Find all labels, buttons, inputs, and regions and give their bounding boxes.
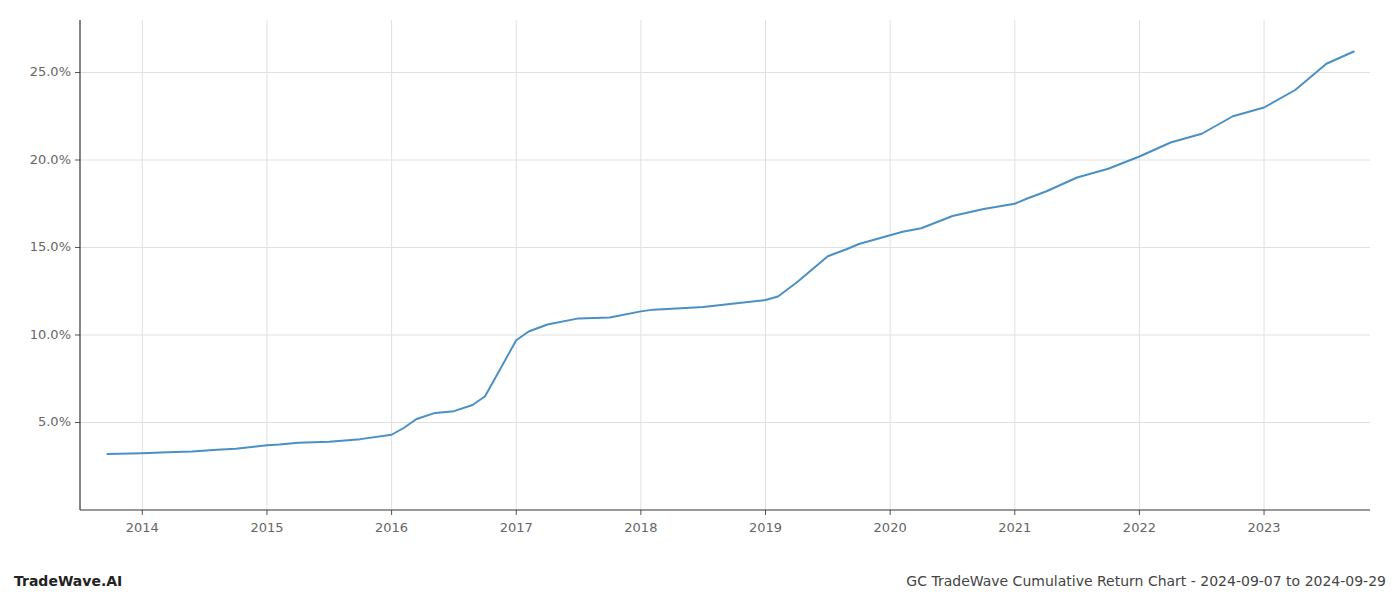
grid-line-x	[516, 20, 517, 510]
grid-line-x	[1264, 20, 1265, 510]
x-tick-label: 2017	[500, 520, 533, 535]
x-tick	[391, 510, 392, 515]
x-tick	[1014, 510, 1015, 515]
x-tick-label: 2023	[1248, 520, 1281, 535]
chart: 5.0% 10.0% 15.0% 20.0% 25.0% 2014 2015 2016 2017…	[0, 0, 1400, 600]
x-tick	[142, 510, 143, 515]
x-tick-label: 2020	[874, 520, 907, 535]
title: GC TradeWave Cumulative Return Chart - 2…	[906, 573, 1386, 589]
grid-line-x	[890, 20, 891, 510]
grid-line-x	[1014, 20, 1015, 510]
y-tick-label: 15.0%	[30, 239, 71, 254]
x-tick-label: 2016	[375, 520, 408, 535]
plot-area	[107, 52, 1353, 455]
y-tick	[75, 247, 80, 248]
annotation: TradeWave.AI	[14, 573, 122, 589]
y-axis-line	[79, 20, 80, 510]
line	[107, 52, 1353, 455]
x-tick-label: 2018	[624, 520, 657, 535]
y-tick-label: 25.0%	[30, 64, 71, 79]
y-tick	[75, 160, 80, 161]
x-tick	[266, 510, 267, 515]
y-tick	[75, 335, 80, 336]
x-axis-line	[80, 509, 1370, 510]
x-tick-label: 2021	[998, 520, 1031, 535]
grid-line-y	[80, 247, 1370, 248]
axes: 5.0% 10.0% 15.0% 20.0% 25.0% 2014 2015 2016 2017…	[30, 20, 1370, 535]
x-tick	[1264, 510, 1265, 515]
grid-line-y	[80, 160, 1370, 161]
x-tick	[765, 510, 766, 515]
y-tick-label: 10.0%	[30, 327, 71, 342]
grid-line-x	[391, 20, 392, 510]
x-tick-label: 2014	[126, 520, 159, 535]
y-tick	[75, 72, 80, 73]
y-tick-label: 5.0%	[38, 414, 71, 429]
x-tick	[516, 510, 517, 515]
grid-line-x	[640, 20, 641, 510]
x-tick	[1139, 510, 1140, 515]
grid-line-x	[266, 20, 267, 510]
x-tick-label: 2015	[250, 520, 283, 535]
grid-line-x	[142, 20, 143, 510]
x-tick-label: 2019	[749, 520, 782, 535]
grid-line-y	[80, 422, 1370, 423]
x-tick	[890, 510, 891, 515]
grid-line-y	[80, 72, 1370, 73]
grid-line-x	[765, 20, 766, 510]
x-tick	[640, 510, 641, 515]
grid-line-y	[80, 335, 1370, 336]
x-tick-label: 2022	[1123, 520, 1156, 535]
y-tick	[75, 422, 80, 423]
grid	[80, 20, 1370, 510]
grid-line-x	[1139, 20, 1140, 510]
y-tick-label: 20.0%	[30, 152, 71, 167]
